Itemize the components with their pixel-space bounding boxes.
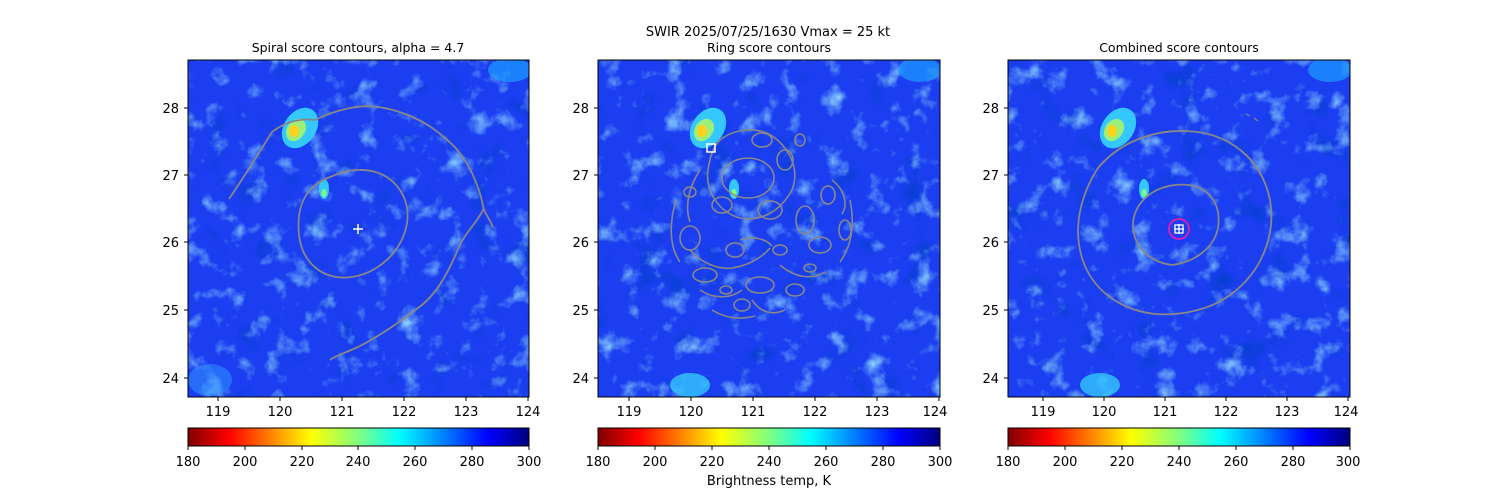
- colorbar-tick: 260: [814, 455, 839, 470]
- ytick-label: 28: [572, 102, 589, 117]
- contour-ring-field: [670, 129, 854, 319]
- xtick-label: 121: [1153, 405, 1178, 420]
- panel-title-ring: Ring score contours: [707, 40, 831, 55]
- yaxis-combined: 24 25 26 27 28: [982, 102, 1008, 387]
- heatmap-spiral: [188, 60, 529, 397]
- ytick-label: 28: [982, 102, 999, 117]
- ytick-label: 24: [162, 372, 179, 387]
- ytick-label: 25: [162, 304, 179, 319]
- xtick-label: 120: [1092, 405, 1117, 420]
- yaxis-ring: 24 25 26 27 28: [572, 102, 598, 387]
- colorbar-tick: 220: [290, 455, 315, 470]
- colorbar-tick: 260: [1224, 455, 1249, 470]
- ytick-label: 26: [982, 236, 999, 251]
- yaxis-spiral: 24 25 26 27 28: [162, 102, 188, 387]
- contour-spiral-outer: [228, 105, 494, 361]
- xaxis-spiral: 119 120 121 122 123 124: [206, 397, 541, 420]
- colorbar-tick: 280: [1281, 455, 1306, 470]
- colorbar-spiral: 180 200 220 240 260 280 300: [176, 427, 542, 470]
- heatmap-combined: [1008, 60, 1350, 397]
- colorbar-combined: 180 200 220 240 260 280 300: [996, 427, 1361, 470]
- xaxis-combined: 119 120 121 122 123 124: [1031, 397, 1359, 420]
- ytick-label: 27: [162, 169, 179, 184]
- xtick-label: 120: [268, 405, 293, 420]
- colorbar-tick: 220: [700, 455, 725, 470]
- xtick-label: 121: [741, 405, 766, 420]
- colorbar-tick: 280: [460, 455, 485, 470]
- panel-ring: Ring score contours: [572, 40, 952, 489]
- xtick-label: 119: [617, 405, 642, 420]
- xaxis-ring: 119 120 121 122 123 124: [617, 397, 948, 420]
- xtick-label: 119: [1031, 405, 1056, 420]
- xtick-label: 119: [206, 405, 231, 420]
- xtick-label: 122: [392, 405, 417, 420]
- colorbar-ring: 180 200 220 240 260 280 300 Brightness t…: [586, 427, 953, 489]
- ytick-label: 24: [572, 372, 589, 387]
- ytick-label: 28: [162, 102, 179, 117]
- ytick-label: 24: [982, 372, 999, 387]
- xtick-label: 124: [516, 405, 541, 420]
- ytick-label: 26: [162, 236, 179, 251]
- colorbar-tick: 300: [517, 455, 542, 470]
- colorbar-tick: 240: [1167, 455, 1192, 470]
- colorbar-tick: 220: [1110, 455, 1135, 470]
- ytick-label: 25: [982, 304, 999, 319]
- contour-combined-inner: [1132, 183, 1220, 266]
- colorbar-tick: 180: [996, 455, 1021, 470]
- colorbar-tick: 180: [586, 455, 611, 470]
- heatmap-ring: [598, 60, 940, 397]
- colorbar-tick: 300: [1336, 455, 1361, 470]
- ytick-label: 26: [572, 236, 589, 251]
- xtick-label: 120: [679, 405, 704, 420]
- colorbar-tick: 200: [643, 455, 668, 470]
- colorbar-label: Brightness temp, K: [707, 474, 832, 489]
- colorbar-tick: 280: [871, 455, 896, 470]
- xtick-label: 124: [1334, 405, 1359, 420]
- panel-title-combined: Combined score contours: [1099, 40, 1259, 55]
- colorbar-tick: 180: [176, 455, 201, 470]
- xtick-label: 123: [1275, 405, 1300, 420]
- ytick-label: 25: [572, 304, 589, 319]
- ytick-label: 27: [572, 169, 589, 184]
- xtick-label: 121: [330, 405, 355, 420]
- ytick-label: 27: [982, 169, 999, 184]
- colorbar-tick: 240: [757, 455, 782, 470]
- panel-title-spiral: Spiral score contours, alpha = 4.7: [252, 40, 465, 55]
- contour-combined-outer: [1077, 130, 1273, 316]
- xtick-label: 122: [1214, 405, 1239, 420]
- colorbar-tick: 240: [346, 455, 371, 470]
- figure-title: SWIR 2025/07/25/1630 Vmax = 25 kt: [646, 25, 890, 40]
- colorbar-tick: 200: [233, 455, 258, 470]
- contour-spiral-inner: [297, 169, 409, 279]
- colorbar-tick: 260: [403, 455, 428, 470]
- xtick-label: 124: [923, 405, 948, 420]
- square-marker: [706, 143, 716, 153]
- xtick-label: 123: [454, 405, 479, 420]
- plus-marker: [353, 224, 363, 234]
- colorbar-tick: 200: [1053, 455, 1078, 470]
- xtick-label: 122: [803, 405, 828, 420]
- center-marker: [1168, 218, 1190, 240]
- panel-spiral: Spiral score contours, alpha = 4.7 119 1…: [162, 40, 541, 470]
- panel-combined: Combined score contours 119: [982, 40, 1360, 470]
- xtick-label: 123: [865, 405, 890, 420]
- colorbar-tick: 300: [928, 455, 953, 470]
